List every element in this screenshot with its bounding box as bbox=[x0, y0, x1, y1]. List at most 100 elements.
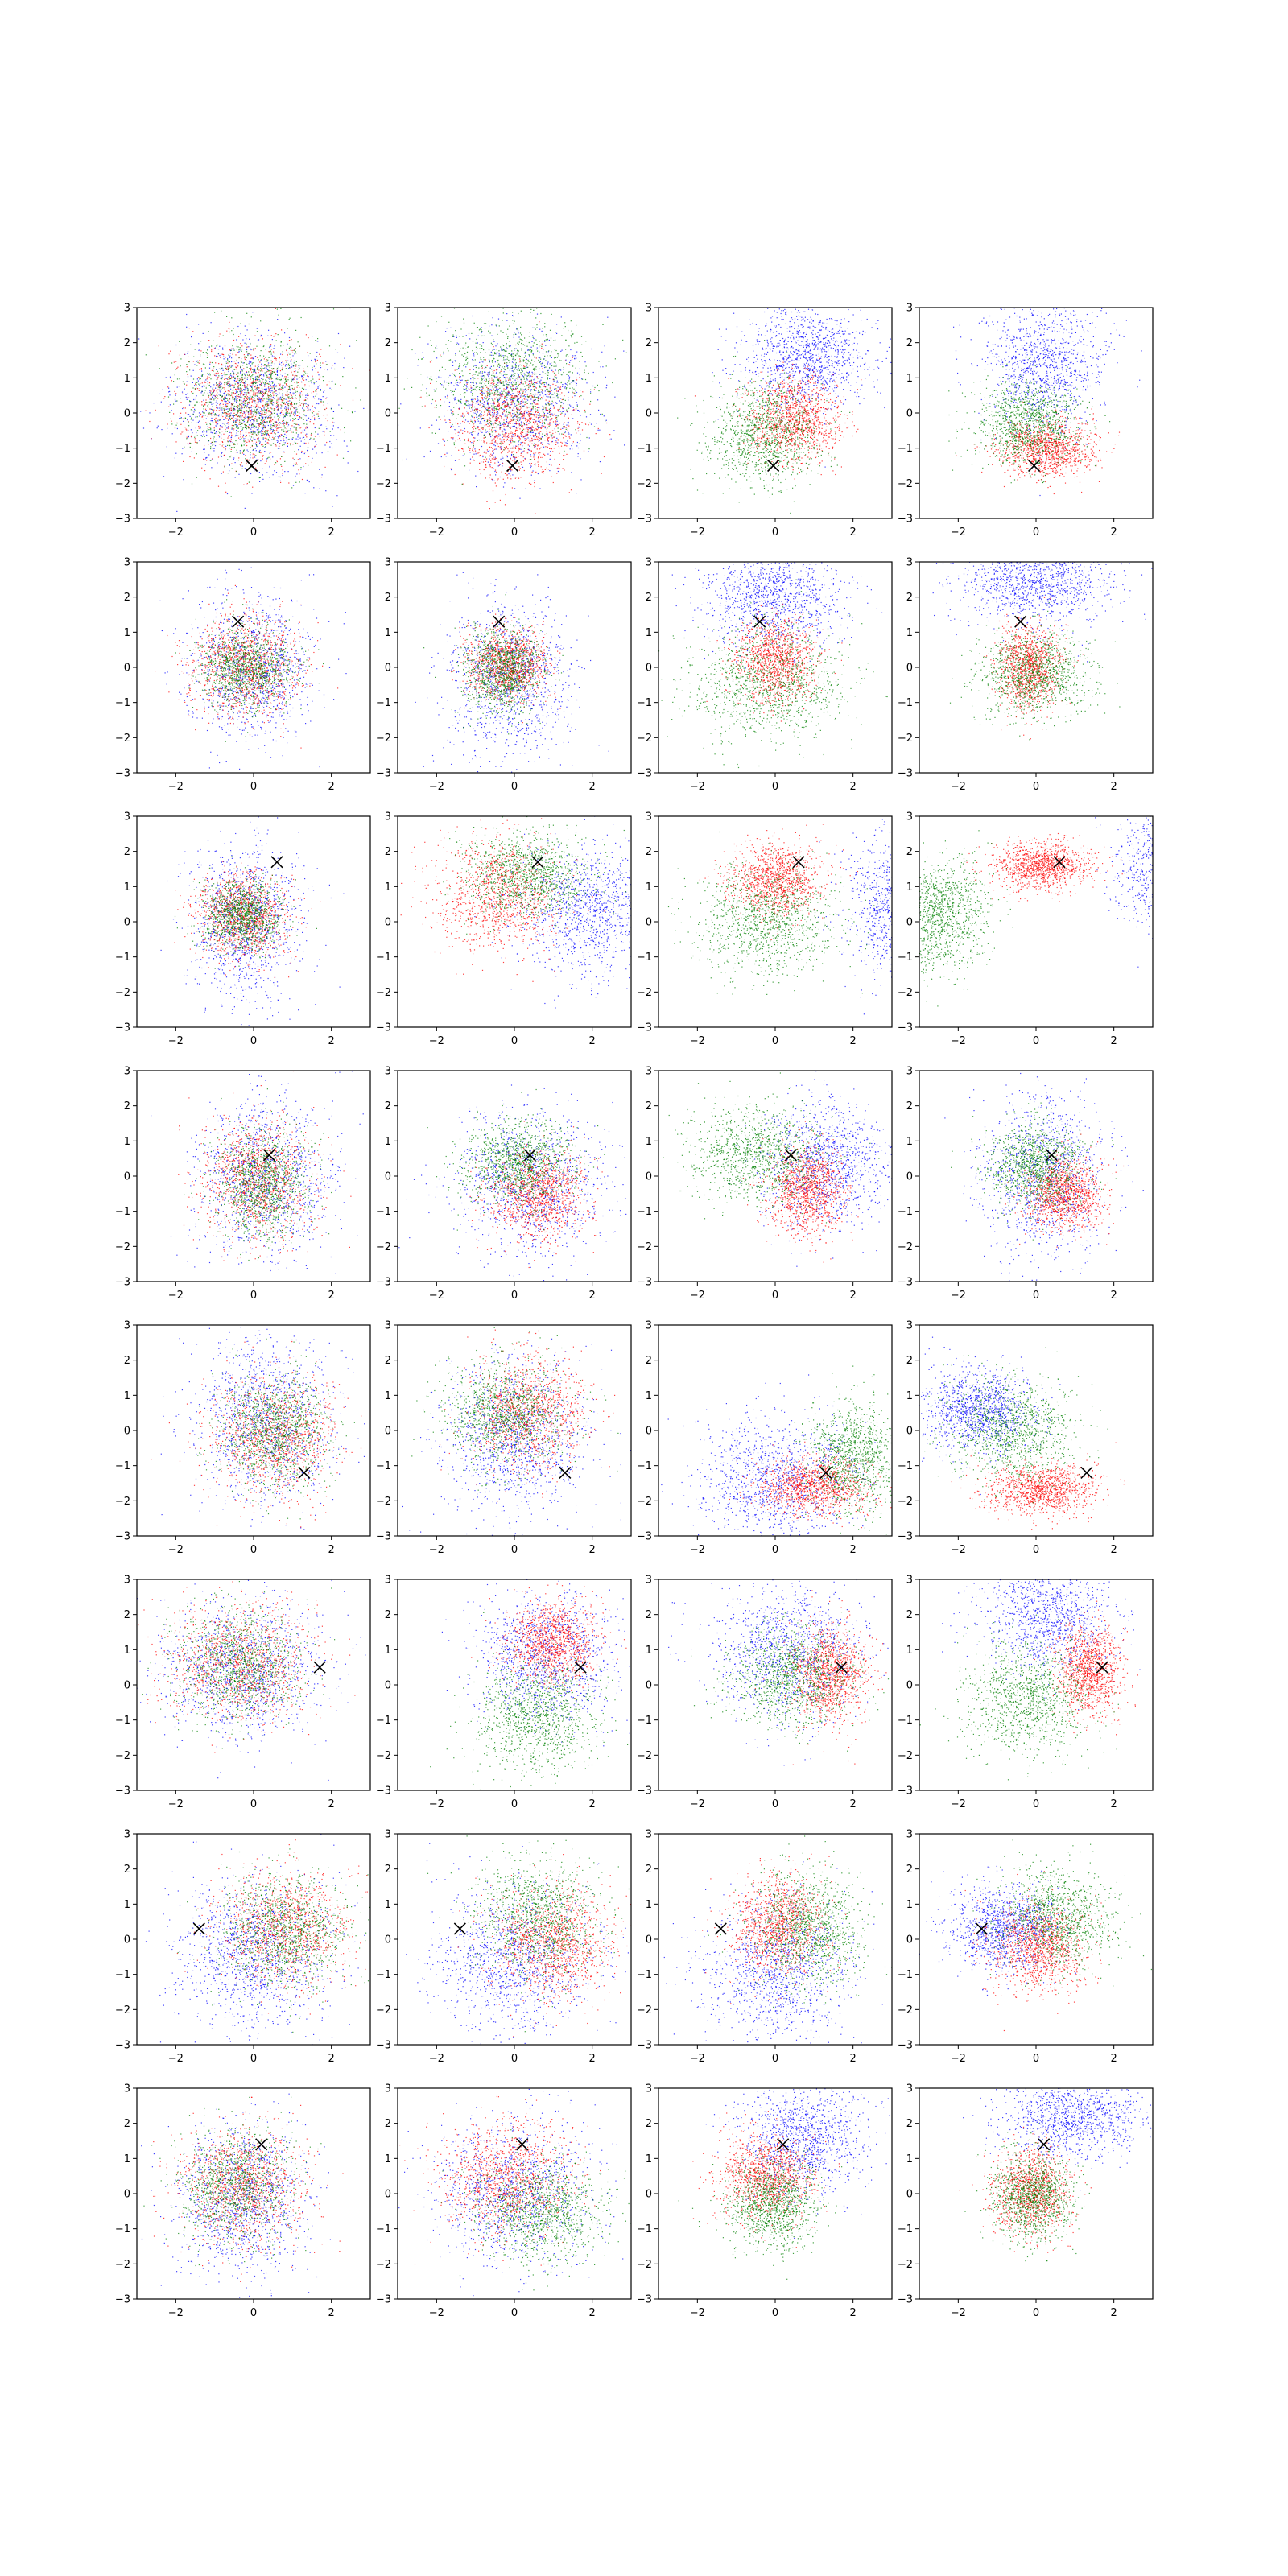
data-point-blue bbox=[229, 357, 230, 358]
data-point-blue bbox=[495, 345, 496, 346]
data-point-green bbox=[229, 445, 230, 446]
data-point-blue bbox=[230, 385, 231, 386]
data-point-red bbox=[286, 384, 287, 385]
data-point-blue bbox=[505, 415, 506, 416]
data-point-red bbox=[317, 372, 318, 373]
data-point-blue bbox=[623, 351, 624, 352]
data-point-blue bbox=[237, 326, 238, 327]
data-point-green bbox=[244, 396, 245, 397]
data-point-blue bbox=[600, 461, 601, 462]
data-point-blue bbox=[530, 386, 531, 387]
data-point-red bbox=[507, 387, 508, 388]
data-point-blue bbox=[240, 393, 241, 394]
data-point-red bbox=[244, 357, 245, 358]
data-point-blue bbox=[447, 395, 448, 396]
data-point-red bbox=[298, 459, 299, 460]
data-point-blue bbox=[565, 383, 566, 384]
data-point-blue bbox=[598, 430, 599, 431]
data-point-red bbox=[489, 508, 490, 509]
data-point-blue bbox=[312, 449, 313, 450]
data-point-red bbox=[531, 463, 532, 464]
data-point-blue bbox=[245, 508, 246, 509]
data-point-red bbox=[282, 368, 283, 369]
data-point-red bbox=[466, 400, 467, 401]
data-point-blue bbox=[213, 411, 214, 412]
data-point-green bbox=[233, 408, 234, 409]
data-point-blue bbox=[226, 395, 227, 396]
data-point-red bbox=[263, 420, 264, 421]
data-point-green bbox=[246, 313, 247, 314]
data-point-blue bbox=[259, 481, 260, 482]
data-point-green bbox=[283, 431, 284, 432]
data-point-blue bbox=[542, 409, 543, 410]
data-point-green bbox=[241, 406, 242, 407]
data-point-green bbox=[219, 420, 220, 421]
data-point-red bbox=[237, 386, 238, 387]
data-point-red bbox=[213, 389, 214, 390]
data-point-green bbox=[254, 370, 255, 371]
data-point-green bbox=[242, 379, 243, 380]
data-point-blue bbox=[555, 424, 556, 425]
data-point-red bbox=[240, 343, 241, 344]
data-point-green bbox=[223, 398, 224, 399]
data-point-blue bbox=[532, 432, 533, 433]
data-point-red bbox=[239, 424, 240, 425]
data-point-green bbox=[260, 392, 261, 393]
data-point-red bbox=[262, 391, 263, 392]
data-point-green bbox=[189, 361, 190, 362]
data-point-blue bbox=[539, 394, 540, 395]
data-point-green bbox=[259, 417, 260, 418]
data-point-red bbox=[203, 459, 204, 460]
data-point-green bbox=[213, 399, 214, 400]
data-point-blue bbox=[213, 384, 214, 385]
data-point-blue bbox=[538, 473, 539, 474]
data-point-blue bbox=[518, 374, 519, 375]
data-point-red bbox=[250, 412, 251, 413]
data-point-red bbox=[503, 424, 504, 425]
data-point-green bbox=[226, 374, 227, 375]
data-point-red bbox=[490, 418, 491, 419]
data-point-red bbox=[187, 366, 188, 367]
data-point-blue bbox=[233, 459, 234, 460]
data-point-red bbox=[253, 381, 254, 382]
data-point-red bbox=[596, 433, 597, 434]
data-point-blue bbox=[466, 385, 467, 386]
data-point-red bbox=[240, 431, 241, 432]
data-point-blue bbox=[149, 412, 150, 413]
data-point-green bbox=[293, 365, 294, 366]
data-point-blue bbox=[220, 425, 221, 426]
data-point-blue bbox=[531, 341, 532, 342]
data-point-red bbox=[224, 455, 225, 456]
data-point-green bbox=[295, 348, 296, 349]
data-point-blue bbox=[262, 423, 263, 424]
data-point-blue bbox=[522, 451, 523, 452]
data-point-blue bbox=[216, 356, 217, 357]
data-point-green bbox=[230, 395, 231, 396]
data-point-red bbox=[222, 442, 223, 443]
data-point-blue bbox=[297, 436, 298, 437]
data-point-blue bbox=[273, 397, 274, 398]
data-point-blue bbox=[268, 330, 269, 331]
data-point-blue bbox=[441, 384, 442, 385]
data-point-red bbox=[494, 412, 495, 413]
data-point-green bbox=[241, 377, 242, 378]
data-point-red bbox=[559, 464, 560, 465]
data-point-green bbox=[261, 385, 262, 386]
data-point-blue bbox=[534, 480, 535, 481]
data-point-red bbox=[529, 381, 530, 382]
data-point-red bbox=[265, 422, 266, 423]
data-point-red bbox=[340, 385, 341, 386]
data-point-red bbox=[235, 393, 236, 394]
data-point-green bbox=[179, 341, 180, 342]
data-point-green bbox=[272, 371, 273, 372]
data-point-blue bbox=[279, 422, 280, 423]
data-point-green bbox=[264, 412, 265, 413]
data-point-red bbox=[301, 451, 302, 452]
data-point-green bbox=[179, 378, 180, 379]
data-point-green bbox=[248, 407, 249, 408]
data-point-blue bbox=[569, 378, 570, 379]
data-point-red bbox=[479, 469, 480, 470]
data-point-green bbox=[265, 446, 266, 447]
data-point-green bbox=[252, 388, 253, 389]
data-point-green bbox=[288, 405, 289, 406]
